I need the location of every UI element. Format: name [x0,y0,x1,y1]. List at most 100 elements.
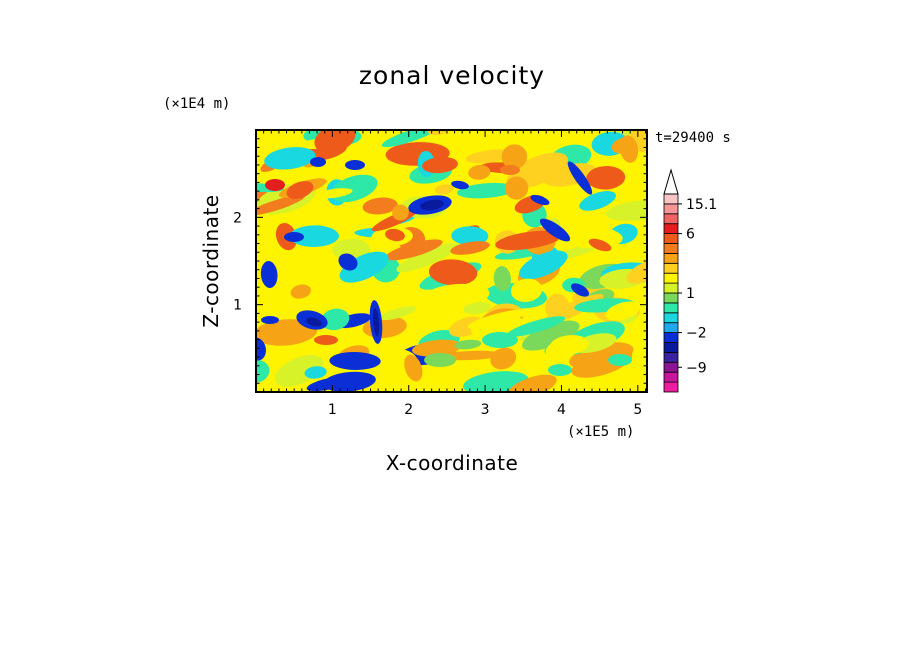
colorbar-label: 6 [686,227,695,243]
field-patch [510,278,543,303]
field-patch [284,232,304,242]
colorbar-swatch [663,233,679,244]
colorbar-swatch [663,262,679,274]
field-patch [261,316,279,324]
field-patch [450,241,490,255]
field-patch [467,309,528,329]
field-patch [463,301,491,315]
colorbar-label: 1 [686,286,695,302]
y-unit-label: (×1E4 m) [163,96,230,112]
field-patch [465,149,514,164]
colorbar-swatch [663,243,679,254]
colorbar-swatch [663,292,679,304]
field-patch [539,218,571,242]
field-patch [424,353,456,367]
velocity-field [256,130,647,392]
field-patch [379,306,417,321]
field-patch [310,157,326,167]
field-patch [274,354,324,387]
colorbar-arrow [663,168,679,195]
colorbar-swatch [663,322,679,334]
field-patch [396,242,459,273]
field-patch [549,335,589,355]
field-patch [339,251,389,283]
field-patch [530,194,550,206]
field-patch [256,319,318,346]
field-patch [428,259,478,286]
field-patch [345,160,365,170]
field-patch [504,176,529,200]
field-patch [385,228,405,242]
colorbar-swatch [663,381,679,393]
field-patch [519,250,568,280]
field-patch [506,316,566,337]
field-patch [372,308,380,336]
colorbar-swatch [663,223,679,234]
x-unit-label: (×1E5 m) [567,424,634,440]
field-patch [434,184,454,195]
colorbar-swatch [663,272,679,284]
field-patch [256,194,306,216]
colorbar-swatch [663,252,679,264]
field-patch [306,376,351,392]
field-patch [385,239,443,261]
field-patch [422,156,458,174]
field-patch [451,180,469,190]
colorbar-swatch [663,342,679,353]
field-patch [454,339,482,350]
colorbar-swatch [663,203,679,215]
field-patch [314,188,353,199]
field-patch [412,339,462,357]
y-axis: 12 [233,129,647,384]
field-patch [260,261,278,288]
field-patch [420,199,444,211]
field-patch [425,283,490,306]
x-tick-label: 4 [557,402,566,418]
field-patch [500,165,520,175]
y-tick-label: 2 [233,210,242,226]
x-tick-label: 5 [633,402,642,418]
field-patch [306,317,322,327]
chart-title: zonal velocity [359,61,545,90]
field-patch [404,354,423,382]
field-patch [586,166,626,190]
x-axis: 1 2 3 4 5 [263,130,646,418]
field-patch [611,137,636,154]
field-patch [501,144,528,170]
field-patch [605,301,641,321]
field-patch [289,225,339,247]
field-patch [626,259,647,284]
field-patch [362,347,418,375]
x-tick-label: 2 [404,402,413,418]
x-axis-label: X-coordinate [386,451,519,475]
field-patch [482,332,518,348]
x-tick-label: 3 [481,402,490,418]
field-patch [495,230,562,251]
field-patch [314,335,338,345]
field-patch [362,197,398,215]
field-patch [608,354,632,366]
y-axis-label: Z-coordinate [199,194,223,327]
colorbar-swatch [663,302,679,314]
field-patch [493,266,511,292]
field-patch [567,161,593,195]
colorbar-swatch [663,361,679,373]
field-patch [338,253,358,271]
colorbar-swatch [663,193,679,205]
field-patch [329,351,381,370]
field-patch [468,164,491,180]
field-patch [290,284,311,299]
field-patch [265,179,285,191]
time-label: t=29400 s [655,130,731,146]
field-patch [545,293,570,321]
colorbar-swatch [663,282,679,294]
field-patch [579,191,616,211]
x-tick-label: 1 [328,402,337,418]
y-tick-label: 1 [233,298,242,314]
colorbar-label: 15.1 [686,197,717,213]
field-patch [605,200,647,221]
field-patch [507,374,557,392]
field-patch [570,283,590,297]
field-patch [451,226,489,246]
